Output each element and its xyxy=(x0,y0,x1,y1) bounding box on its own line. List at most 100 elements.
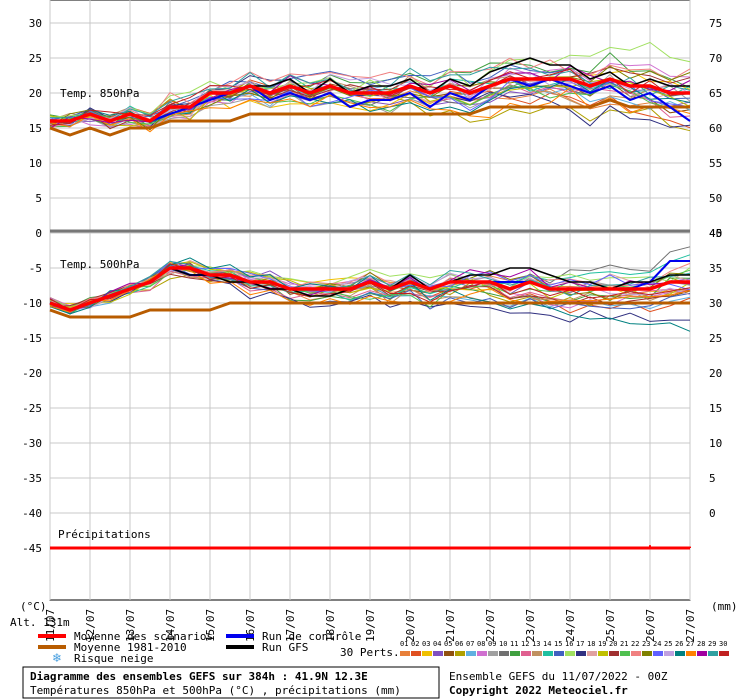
upper-left-tick-label: 25 xyxy=(29,52,42,65)
lower-left-tick-label: -5 xyxy=(29,262,42,275)
pert-number-26: 26 xyxy=(675,640,683,648)
legend: Moyenne des scénarios Moyenne 1981-2010 … xyxy=(38,630,729,665)
pert-number-09: 09 xyxy=(488,640,496,648)
pert-swatch-05 xyxy=(444,651,454,656)
upper-right-tick-label: 70 xyxy=(709,52,722,65)
perturbation-line-850 xyxy=(49,79,691,129)
copyright: Copyright 2022 Meteociel.fr xyxy=(449,684,628,697)
lower-right-tick-label: 15 xyxy=(709,402,722,415)
run-info: Ensemble GEFS du 11/07/2022 - 00Z xyxy=(449,670,668,683)
pert-swatch-14 xyxy=(543,651,553,656)
pert-swatch-16 xyxy=(565,651,575,656)
pert-swatch-28 xyxy=(697,651,707,656)
upper-left-tick-label: 10 xyxy=(29,157,42,170)
pert-swatch-27 xyxy=(686,651,696,656)
pert-swatch-20 xyxy=(609,651,619,656)
date-tick-label: 22/07 xyxy=(484,609,497,642)
footer-title: Diagramme des ensembles GEFS sur 384h : … xyxy=(30,670,368,683)
perturbation-line-500 xyxy=(49,264,691,313)
lower-climate-line xyxy=(49,301,690,319)
pert-swatch-06 xyxy=(455,651,465,656)
pert-number-07: 07 xyxy=(466,640,474,648)
pert-number-29: 29 xyxy=(708,640,716,648)
lower-left-tick-label: -25 xyxy=(22,402,42,415)
upper-right-tick-label: 45 xyxy=(709,227,722,240)
pert-number-01: 01 xyxy=(400,640,408,648)
date-tick-label: 25/07 xyxy=(604,609,617,642)
date-tick-label: 13/07 xyxy=(124,609,137,642)
pert-swatch-10 xyxy=(499,651,509,656)
series-lines xyxy=(49,57,691,550)
footer-box xyxy=(22,666,440,699)
pert-number-03: 03 xyxy=(422,640,430,648)
perturbation-line-850 xyxy=(49,84,691,128)
pert-swatch-30 xyxy=(719,651,729,656)
upper-control-line xyxy=(50,78,691,122)
pert-swatch-23 xyxy=(642,651,652,656)
date-tick-label: 23/07 xyxy=(524,609,537,642)
legend-label-climate: Moyenne 1981-2010 xyxy=(74,641,187,654)
snowflake-icon: ❄ xyxy=(52,651,62,665)
date-tick-label: 26/07 xyxy=(644,609,657,642)
date-tick-label: 12/07 xyxy=(84,609,97,642)
pert-swatch-22 xyxy=(631,651,641,656)
pert-number-05: 05 xyxy=(444,640,452,648)
pert-number-08: 08 xyxy=(477,640,485,648)
pert-swatch-01 xyxy=(400,651,410,656)
lower-right-tick-label: 25 xyxy=(709,332,722,345)
date-tick-label: 24/07 xyxy=(564,609,577,642)
pert-number-20: 20 xyxy=(609,640,617,648)
footer-subtitle: Températures 850hPa et 500hPa (°C) , pré… xyxy=(30,684,401,697)
lower-left-tick-label: -30 xyxy=(22,437,42,450)
lower-right-tick-label: 0 xyxy=(709,507,716,520)
upper-left-tick-label: 0 xyxy=(35,227,42,240)
upper-right-tick-label: 60 xyxy=(709,122,722,135)
pert-number-28: 28 xyxy=(697,640,705,648)
pert-swatch-25 xyxy=(664,651,674,656)
legend-label-gfs: Run GFS xyxy=(262,641,308,654)
pert-number-19: 19 xyxy=(598,640,606,648)
upper-left-tick-label: 5 xyxy=(35,192,42,205)
lower-panel-title: Temp. 500hPa xyxy=(60,258,139,271)
pert-number-25: 25 xyxy=(664,640,672,648)
date-tick-label: 27/07 xyxy=(684,609,697,642)
pert-swatch-09 xyxy=(488,651,498,656)
date-tick-label: 18/07 xyxy=(324,609,337,642)
pert-swatch-07 xyxy=(466,651,476,656)
altitude-label: Alt. 131m xyxy=(10,616,70,629)
date-tick-label: 20/07 xyxy=(404,609,417,642)
pert-number-15: 15 xyxy=(554,640,562,648)
lower-left-tick-label: -35 xyxy=(22,472,42,485)
date-tick-label: 11/07 xyxy=(44,609,57,642)
date-tick-label: 14/07 xyxy=(164,609,177,642)
pert-swatch-29 xyxy=(708,651,718,656)
pert-number-14: 14 xyxy=(543,640,551,648)
lower-right-tick-label: 5 xyxy=(709,472,716,485)
lower-right-tick-label: 10 xyxy=(709,437,722,450)
pert-swatch-12 xyxy=(521,651,531,656)
upper-right-tick-label: 75 xyxy=(709,17,722,30)
lower-left-tick-label: -10 xyxy=(22,297,42,310)
pert-swatch-18 xyxy=(587,651,597,656)
pert-swatch-03 xyxy=(422,651,432,656)
left-axis-unit: (°C) xyxy=(20,600,47,613)
legend-label-mean: Moyenne des scénarios xyxy=(74,630,213,643)
pert-swatch-21 xyxy=(620,651,630,656)
pert-number-06: 06 xyxy=(455,640,463,648)
lower-right-tick-label: 30 xyxy=(709,297,722,310)
pert-number-02: 02 xyxy=(411,640,419,648)
lower-left-tick-label: -20 xyxy=(22,367,42,380)
pert-swatch-13 xyxy=(532,651,542,656)
lower-mean-line xyxy=(49,266,690,312)
perturbation-line-850 xyxy=(49,66,691,121)
date-tick-label: 15/07 xyxy=(204,609,217,642)
pert-number-13: 13 xyxy=(532,640,540,648)
pert-number-21: 21 xyxy=(620,640,628,648)
date-tick-label: 16/07 xyxy=(244,609,257,642)
pert-number-11: 11 xyxy=(510,640,518,648)
lower-left-tick-label: -45 xyxy=(22,542,42,555)
upper-panel-title: Temp. 850hPa xyxy=(60,87,139,100)
pert-swatch-11 xyxy=(510,651,520,656)
pert-swatch-02 xyxy=(411,651,421,656)
upper-mean-line xyxy=(50,77,690,123)
